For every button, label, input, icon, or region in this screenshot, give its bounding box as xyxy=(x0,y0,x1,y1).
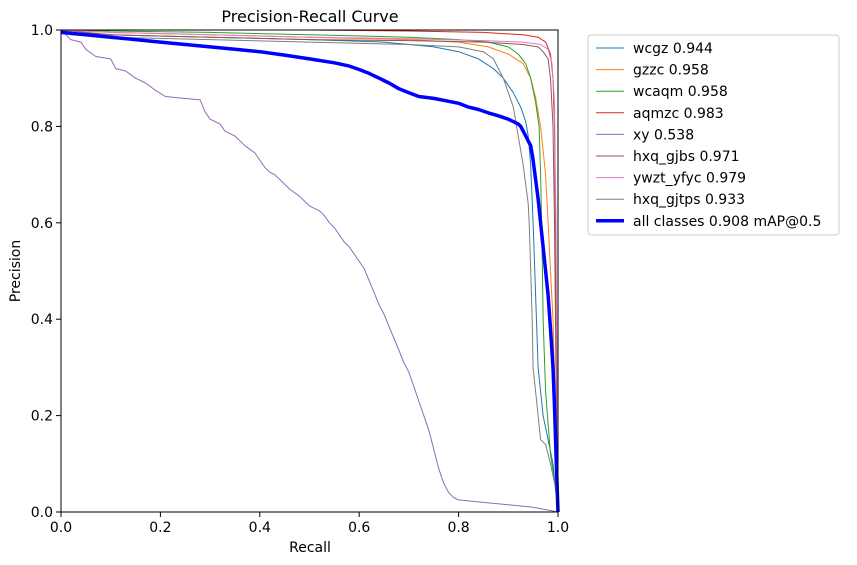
series-line-8 xyxy=(60,30,560,513)
series-line-4 xyxy=(60,29,559,513)
y-tick-label: 0.8 xyxy=(31,119,53,135)
series-layer xyxy=(60,29,560,513)
legend-entry: wcaqm 0.958 xyxy=(633,84,728,100)
y-tick-label: 0.0 xyxy=(31,505,53,521)
series-line-2 xyxy=(60,29,559,513)
y-axis-label: Precision xyxy=(8,240,24,302)
y-tick-label: 0.2 xyxy=(31,409,53,425)
legend-entry: hxq_gjbs 0.971 xyxy=(633,149,740,165)
y-tick-label: 1.0 xyxy=(31,23,53,39)
x-tick-label: 1.0 xyxy=(547,520,569,536)
series-line-3 xyxy=(61,29,559,513)
legend-frame xyxy=(587,34,840,236)
y-tick-label: 0.6 xyxy=(31,216,53,232)
legend: wcgz 0.944 gzzc 0.958 wcaqm 0.958 aqmzc 0.9… xyxy=(587,34,840,236)
series-line-7 xyxy=(60,29,559,513)
x-tick-label: 0.8 xyxy=(447,520,469,536)
y-axis-ticks: 0.0 0.2 0.4 0.6 0.8 1.0 xyxy=(31,23,61,521)
legend-entry: aqmzc 0.983 xyxy=(633,106,724,122)
x-axis-ticks: 0.0 0.2 0.4 0.6 0.8 1.0 xyxy=(50,512,569,536)
plot-area xyxy=(60,29,560,513)
x-tick-label: 0.6 xyxy=(348,520,370,536)
legend-entry: hxq_gjtps 0.933 xyxy=(633,192,745,208)
series-line-0 xyxy=(60,29,559,513)
x-tick-label: 0.0 xyxy=(50,520,72,536)
series-line-6 xyxy=(60,29,559,513)
chart-title: Precision-Recall Curve xyxy=(221,7,398,26)
legend-entry: xy 0.538 xyxy=(633,127,694,143)
series-line-1 xyxy=(60,29,559,513)
y-tick-label: 0.4 xyxy=(31,312,53,328)
x-axis-label: Recall xyxy=(289,540,331,556)
x-tick-label: 0.2 xyxy=(149,520,171,536)
series-line-5 xyxy=(60,29,559,513)
plot-frame xyxy=(60,29,559,513)
legend-entry: wcgz 0.944 xyxy=(633,41,713,57)
legend-items: wcgz 0.944 gzzc 0.958 wcaqm 0.958 aqmzc 0.9… xyxy=(596,41,821,230)
x-tick-label: 0.4 xyxy=(249,520,271,536)
legend-entry: gzzc 0.958 xyxy=(633,63,709,79)
legend-entry: ywzt_yfyc 0.979 xyxy=(633,171,746,187)
legend-entry: all classes 0.908 mAP@0.5 xyxy=(633,214,821,230)
